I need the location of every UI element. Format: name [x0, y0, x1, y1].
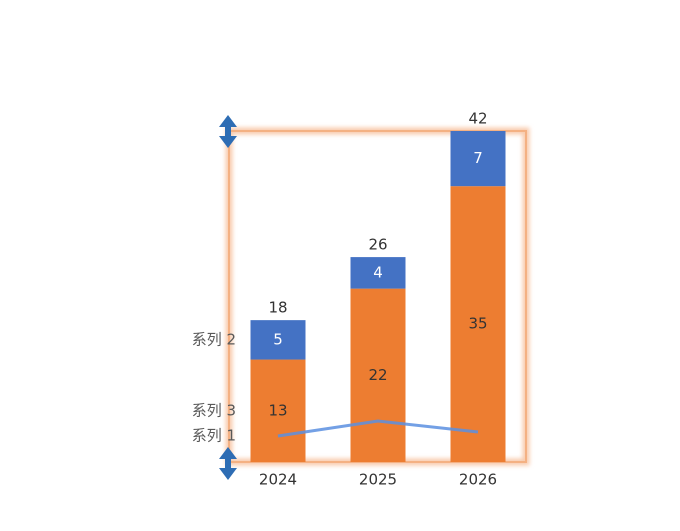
bar-segment [350, 257, 406, 289]
x-tick-label: 2026 [459, 471, 497, 489]
resize-handle-bottom[interactable] [219, 447, 237, 480]
value-label: 7 [473, 149, 483, 167]
resize-handles [219, 115, 237, 480]
series-label: 系列 1 [192, 426, 236, 444]
series-label: 系列 2 [192, 330, 236, 348]
line-series [277, 419, 479, 438]
value-label: 5 [273, 330, 283, 348]
total-label: 42 [468, 110, 487, 128]
value-label: 35 [468, 315, 487, 333]
x-tick-label: 2025 [359, 471, 397, 489]
total-label: 26 [368, 236, 387, 254]
plot: 13 系列 3 22 35 5 系列 2 4 7 18 26 42 系列 1 2024 2025 2026 [192, 110, 506, 489]
bar-segment [450, 131, 506, 187]
x-tick-label: 2024 [259, 471, 297, 489]
total-label: 18 [268, 299, 287, 317]
value-label: 13 [268, 401, 287, 419]
resize-handle-top[interactable] [219, 115, 237, 148]
bar-segment [450, 186, 506, 462]
bar-segment [250, 359, 306, 462]
value-label: 22 [368, 366, 387, 384]
series-label: 系列 3 [192, 401, 236, 419]
bar-segment [250, 320, 306, 360]
bar-segment [350, 288, 406, 462]
value-label: 4 [373, 263, 383, 281]
